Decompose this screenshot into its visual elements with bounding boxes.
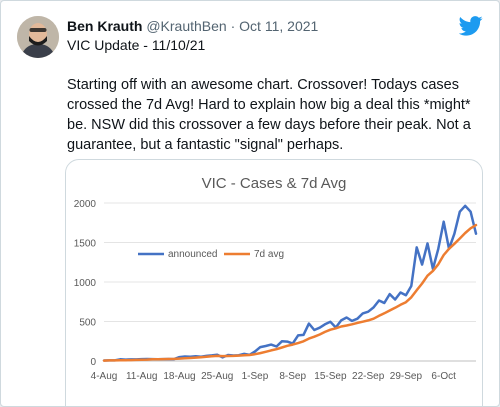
x-tick-label: 11-Aug <box>126 371 158 382</box>
legend-label: 7d avg <box>254 249 284 260</box>
twitter-bird-icon[interactable] <box>459 16 483 36</box>
y-tick-label: 2000 <box>74 199 97 210</box>
y-tick-label: 1000 <box>74 278 97 289</box>
separator-dot: · <box>226 18 240 34</box>
tweet-date[interactable]: Oct 11, 2021 <box>239 18 319 34</box>
x-tick-label: 25-Aug <box>201 371 233 382</box>
x-tick-label: 6-Oct <box>431 371 456 382</box>
tweet-subline: VIC Update - 11/10/21 <box>67 37 206 53</box>
chart-svg: VIC - Cases & 7d Avg 0 500 1000 1500 2000 4-… <box>74 175 478 382</box>
x-tick-label: 22-Sep <box>352 371 385 382</box>
author-name[interactable]: Ben Krauth <box>67 18 143 34</box>
series-line-7d-avg <box>102 223 478 362</box>
avatar[interactable] <box>17 16 59 58</box>
x-tick-label: 8-Sep <box>279 371 306 382</box>
x-tick-label: 18-Aug <box>163 371 195 382</box>
legend-label: announced <box>168 249 218 260</box>
x-tick-label: 29-Sep <box>390 371 423 382</box>
x-tick-label: 4-Aug <box>91 371 118 382</box>
y-tick-label: 0 <box>90 357 96 368</box>
tweet-header: Ben Krauth @KrauthBen · Oct 11, 2021 <box>67 17 318 35</box>
y-tick-label: 1500 <box>74 239 97 250</box>
tweet-text: Starting off with an awesome chart. Cros… <box>67 77 471 153</box>
author-handle[interactable]: @KrauthBen <box>146 18 227 34</box>
x-tick-label: 1-Sep <box>242 371 269 382</box>
y-tick-label: 500 <box>79 318 96 329</box>
chart-image[interactable]: VIC - Cases & 7d Avg 0 500 1000 1500 2000 4-… <box>65 159 483 406</box>
series-line-announced <box>102 204 478 362</box>
chart-title: VIC - Cases & 7d Avg <box>202 175 347 192</box>
avatar-photo <box>17 16 59 58</box>
x-tick-label: 15-Sep <box>314 371 347 382</box>
